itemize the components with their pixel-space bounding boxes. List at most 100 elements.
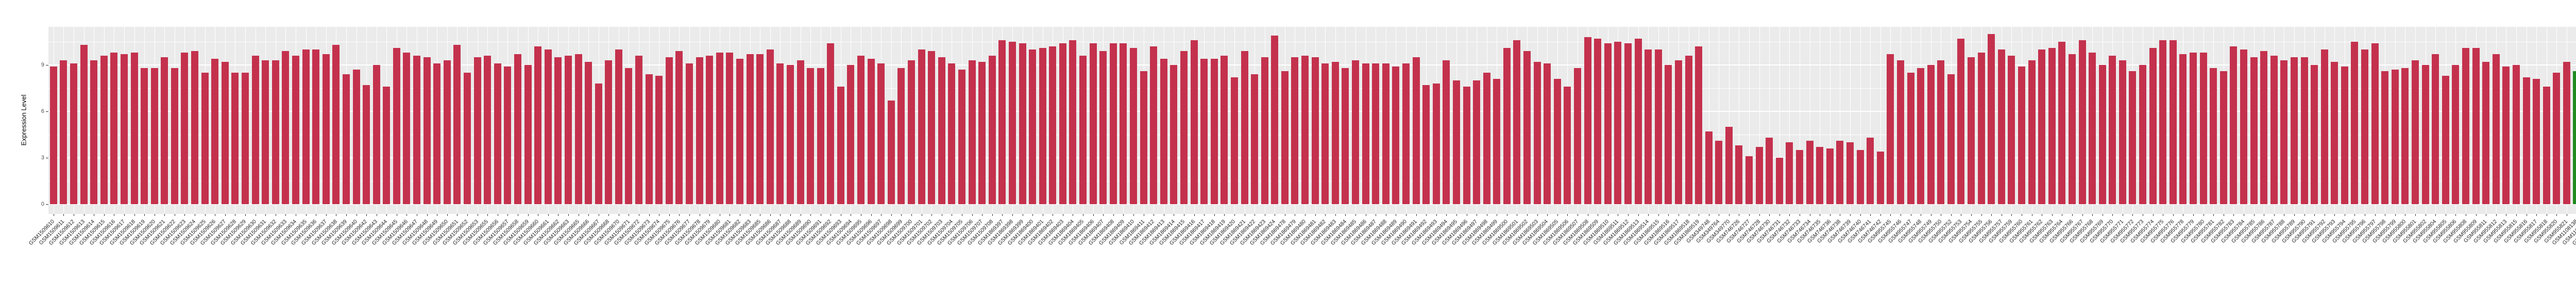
bar <box>877 63 885 204</box>
bar <box>1614 42 1622 204</box>
x-axis-tick <box>1668 214 1669 216</box>
x-axis-tick <box>2213 214 2214 216</box>
y-axis-tick <box>46 111 48 112</box>
bar <box>120 54 128 204</box>
x-axis-tick <box>124 214 125 216</box>
bar <box>1564 87 1571 204</box>
x-axis-tick <box>2334 214 2335 216</box>
bar <box>2230 46 2238 204</box>
bar <box>1473 80 1481 204</box>
x-axis-tick <box>184 214 185 216</box>
bar <box>1745 156 1753 204</box>
bar <box>181 53 189 204</box>
x-axis-tick <box>467 214 468 216</box>
bar <box>1069 40 1077 204</box>
x-axis-tick <box>366 214 367 216</box>
x-axis-tick <box>1093 214 1094 216</box>
x-axis-tick <box>2132 214 2133 216</box>
x-axis-tick <box>1991 214 1992 216</box>
x-axis-tick <box>2153 214 2154 216</box>
x-axis-tick <box>164 214 165 216</box>
gridline-major <box>48 204 2576 205</box>
x-axis-tick <box>346 214 347 216</box>
x-axis-tick <box>2294 214 2295 216</box>
x-axis-tick <box>2314 214 2315 216</box>
bar <box>2361 49 2369 204</box>
bar <box>110 53 118 204</box>
bar <box>585 62 592 204</box>
bar <box>221 62 229 204</box>
x-axis-tick <box>2233 214 2234 216</box>
bar <box>1705 131 1713 204</box>
bar <box>1766 138 1773 204</box>
x-axis-tick <box>427 214 428 216</box>
bar <box>988 56 996 204</box>
x-axis-tick <box>649 214 650 216</box>
bar <box>1311 57 1319 204</box>
bar <box>1826 148 1834 204</box>
bar <box>2129 71 2137 204</box>
bar <box>2270 56 2278 204</box>
bar <box>605 60 613 204</box>
bar <box>1917 68 1925 204</box>
x-axis-tick <box>679 214 680 216</box>
bar <box>595 84 602 204</box>
x-axis-tick <box>1305 214 1306 216</box>
bar <box>1574 68 1581 204</box>
x-axis-tick <box>1355 214 1356 216</box>
bar <box>857 56 865 204</box>
bar <box>1725 127 1733 204</box>
bar <box>1321 63 1329 204</box>
x-axis-tick <box>2112 214 2113 216</box>
x-axis-tick <box>689 214 690 216</box>
bar <box>837 87 844 204</box>
bar <box>1553 79 1561 204</box>
bar <box>2573 71 2576 204</box>
bar <box>1775 158 1783 204</box>
bar <box>1251 74 1259 204</box>
bar <box>1937 60 1945 204</box>
bar <box>2472 48 2480 204</box>
x-axis-tick <box>245 214 246 216</box>
gridline-vertical <box>1880 27 1881 214</box>
x-axis-tick <box>1426 214 1427 216</box>
bar <box>1927 65 1935 204</box>
bar <box>2492 54 2500 204</box>
bar <box>1523 51 1531 204</box>
bar <box>756 54 764 204</box>
bar <box>1968 57 1975 204</box>
x-axis-tick <box>104 214 105 216</box>
bar <box>675 51 683 204</box>
bar <box>494 63 501 204</box>
x-axis-tick <box>891 214 892 216</box>
bar <box>2502 67 2510 204</box>
x-axis-tick <box>2375 214 2376 216</box>
bar <box>352 70 360 204</box>
bar <box>1281 71 1289 204</box>
x-axis-tick <box>548 214 549 216</box>
bar <box>2421 65 2429 204</box>
bar <box>1584 37 1591 204</box>
y-axis-tick-label: 0 <box>41 201 44 207</box>
bar <box>696 57 703 204</box>
bar <box>2543 87 2550 204</box>
bar <box>1382 63 1389 204</box>
bar <box>80 45 88 204</box>
bar <box>292 56 299 204</box>
x-axis-tick <box>2092 214 2093 216</box>
x-axis-tick <box>2476 214 2477 216</box>
bar <box>1079 56 1087 204</box>
bar <box>312 49 320 204</box>
bar <box>635 56 643 204</box>
bar <box>2008 56 2015 204</box>
bar <box>1402 63 1410 204</box>
x-axis-tick <box>1315 214 1316 216</box>
bar <box>746 54 754 204</box>
bar <box>847 65 855 204</box>
y-axis-tick-label: 3 <box>41 155 44 161</box>
x-axis-tick <box>608 214 609 216</box>
x-axis-tick <box>1204 214 1205 216</box>
x-axis-tick <box>992 214 993 216</box>
bar <box>1463 87 1470 204</box>
bar <box>1947 74 1955 204</box>
